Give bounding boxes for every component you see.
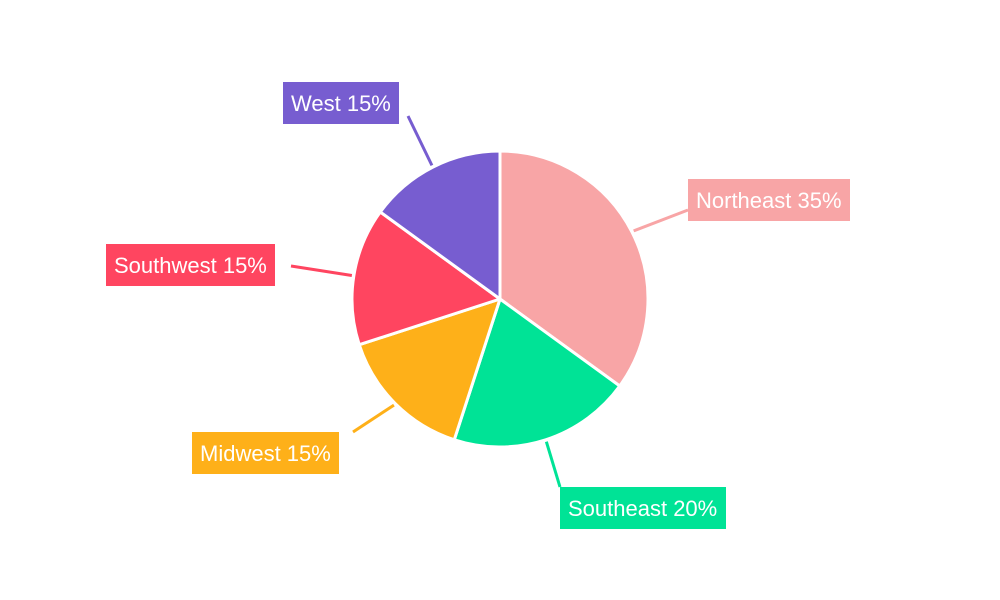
leader-line-northeast <box>633 208 689 233</box>
leader-line-midwest <box>352 403 395 434</box>
slice-label-text-southeast: Southeast 20% <box>568 496 717 521</box>
slice-label-northeast: Northeast 35% <box>688 179 850 221</box>
pie-slice-west <box>378 149 502 301</box>
labels-layer: Northeast 35% Southeast 20% Midwest 15% Sou… <box>106 82 850 529</box>
slice-label-southeast: Southeast 20% <box>560 487 726 529</box>
slice-label-box-west <box>283 82 399 124</box>
slice-label-text-northeast: Northeast 35% <box>696 188 842 213</box>
slice-label-box-northeast <box>688 179 850 221</box>
slices-layer <box>350 149 650 449</box>
slice-label-midwest: Midwest 15% <box>192 432 339 474</box>
slice-label-text-west: West 15% <box>291 91 391 116</box>
slice-label-box-southwest <box>106 244 275 286</box>
leader-line-southwest <box>290 264 353 278</box>
pie-slice-southeast <box>452 297 622 449</box>
slice-label-box-midwest <box>192 432 339 474</box>
slice-label-box-southeast <box>560 487 726 529</box>
slice-label-southwest: Southwest 15% <box>106 244 275 286</box>
slice-label-west: West 15% <box>283 82 399 124</box>
slice-label-text-midwest: Midwest 15% <box>200 441 331 466</box>
leader-lines-layer <box>290 115 689 488</box>
pie-slice-southwest <box>350 210 502 347</box>
pie-slice-northeast <box>498 149 650 388</box>
slice-label-text-southwest: Southwest 15% <box>114 253 267 278</box>
leader-line-southeast <box>544 441 562 488</box>
leader-line-west <box>406 115 434 167</box>
